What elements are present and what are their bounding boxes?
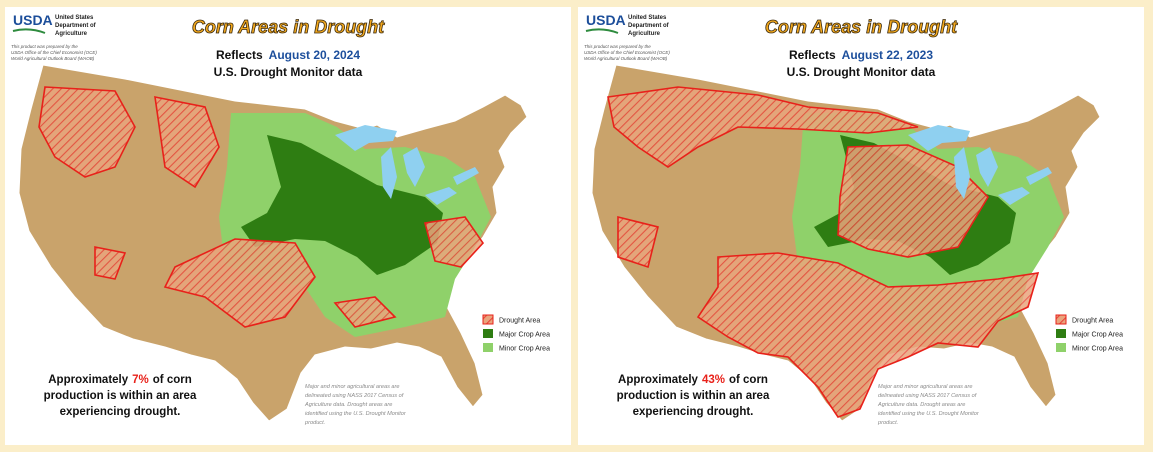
legend-swatch: [482, 314, 494, 325]
legend-label: Minor Crop Area: [499, 346, 550, 353]
footnote: delineated using NASS 2017 Census of: [878, 393, 978, 399]
logo-text: Agriculture: [628, 31, 661, 37]
credit-text: This product was prepared by the: [11, 44, 78, 49]
statement: experiencing drought.: [633, 406, 754, 418]
footnote: Major and minor agricultural areas are: [878, 384, 973, 390]
major-crop-area: [241, 135, 443, 275]
panel: USDA United States Department of Agricultur…: [5, 7, 571, 445]
legend-swatch: [483, 343, 493, 352]
drought-area: [607, 86, 1040, 418]
legend-label: Drought Area: [499, 318, 540, 325]
lakes: [335, 125, 479, 205]
statement-rest: of corn: [729, 374, 768, 386]
statement: Approximately 43% of corn: [618, 374, 768, 386]
statement: Approximately 7% of corn: [48, 374, 192, 386]
date: August 20, 2024: [269, 48, 361, 62]
statement-highlight: 7%: [132, 374, 149, 386]
logo-text: Department of: [628, 23, 670, 29]
footnote: Agriculture data. Drought areas are: [877, 402, 965, 408]
logo-text: United States: [628, 15, 667, 21]
footnote: identified using the U.S. Drought Monito…: [305, 411, 407, 417]
statement: production is within an area: [617, 390, 770, 402]
panel: USDA United States Department of Agricultur…: [578, 7, 1144, 445]
statement-highlight: 43%: [702, 374, 725, 386]
logo-mark: USDA: [586, 12, 626, 28]
lakes: [908, 125, 1052, 205]
footnote: Major and minor agricultural areas are: [305, 384, 400, 390]
statement-rest: of corn: [153, 374, 192, 386]
subtitle: U.S. Drought Monitor data: [214, 65, 363, 79]
title: Corn Areas in Drought: [765, 17, 958, 37]
date: August 22, 2023: [842, 48, 934, 62]
statement: production is within an area: [44, 390, 197, 402]
legend-label: Major Crop Area: [1072, 332, 1123, 339]
credit-text: USDA Office of the Chief Economist (OCE): [584, 50, 670, 55]
statement-prefix: Approximately: [48, 374, 128, 386]
logo-swoosh: [585, 28, 619, 34]
map: [591, 64, 1101, 422]
footnote: delineated using NASS 2017 Census of: [305, 393, 405, 399]
credit-text: World Agricultural Outlook Board (WAOB): [584, 56, 668, 61]
map: [18, 64, 528, 422]
legend-swatch: [1056, 329, 1066, 338]
credit-text: This product was prepared by the: [584, 44, 651, 49]
credit-text: USDA Office of the Chief Economist (OCE): [11, 50, 97, 55]
logo-swoosh: [12, 28, 46, 34]
statement-prefix: Approximately: [618, 374, 698, 386]
footnote: product.: [304, 420, 325, 426]
statement: experiencing drought.: [60, 406, 181, 418]
reflects-label: Reflects: [216, 48, 263, 62]
reflects-line: Reflects August 22, 2023: [789, 48, 933, 62]
reflects-label: Reflects: [789, 48, 836, 62]
legend-swatch: [483, 329, 493, 338]
logo-text: Department of: [55, 23, 97, 29]
logo-text: United States: [55, 15, 94, 21]
legend-label: Minor Crop Area: [1072, 346, 1123, 353]
subtitle: U.S. Drought Monitor data: [787, 65, 936, 79]
footnote: product.: [877, 420, 898, 426]
drought-area: [38, 86, 485, 328]
reflects-line: Reflects August 20, 2024: [216, 48, 360, 62]
logo-mark: USDA: [13, 12, 53, 28]
credit-text: World Agricultural Outlook Board (WAOB): [11, 56, 95, 61]
title: Corn Areas in Drought: [192, 17, 385, 37]
legend-swatch: [1056, 343, 1066, 352]
legend-label: Major Crop Area: [499, 332, 550, 339]
legend-swatch: [1055, 314, 1067, 325]
logo-text: Agriculture: [55, 31, 88, 37]
legend-label: Drought Area: [1072, 318, 1113, 325]
footnote: Agriculture data. Drought areas are: [304, 402, 392, 408]
footnote: identified using the U.S. Drought Monito…: [878, 411, 980, 417]
